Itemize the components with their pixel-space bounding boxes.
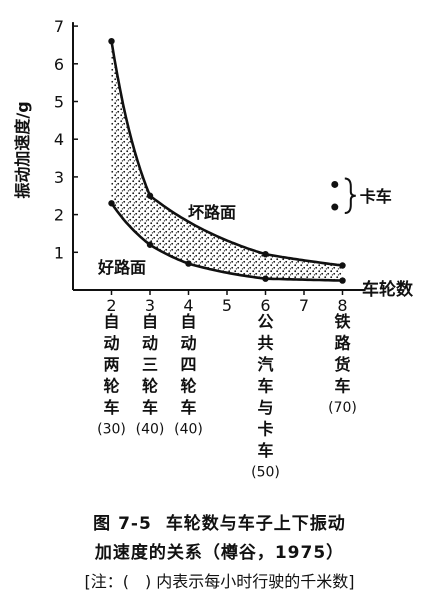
truck-label: 卡车 (360, 187, 392, 206)
series-label-good-road: 好路面 (97, 258, 146, 277)
data-point-good-road (185, 260, 192, 267)
x-axis-title: 车轮数 (362, 279, 414, 300)
vehicle-label-char: 卡 (257, 420, 273, 439)
x-tick-label: 3 (145, 296, 155, 315)
data-point-good-road (262, 275, 269, 282)
vehicle-label-char: 路 (334, 334, 351, 353)
vehicle-label-char: 自 (103, 312, 119, 331)
vehicle-label-char: 动 (103, 334, 119, 353)
data-point-good-road (108, 200, 115, 207)
data-point-bad-road (262, 250, 269, 258)
vehicle-label-char: 轮 (180, 377, 196, 396)
vehicle-label-char: 轮 (103, 377, 119, 396)
data-point-bad-road (108, 37, 115, 45)
vehicle-label-char: 与 (257, 398, 273, 417)
vehicle-speed-label: (70) (328, 400, 357, 416)
vehicle-label-char: 动 (142, 334, 158, 353)
caption-note: [注：( ) 内表示每小时行驶的千米数] (84, 572, 355, 591)
vehicle-label-char: 公 (257, 312, 273, 331)
vehicle-label-char: 共 (257, 334, 273, 353)
x-tick-label: 7 (299, 296, 309, 315)
vehicle-label-char: 轮 (142, 377, 158, 396)
y-axis-title: 振动加速度/g (13, 101, 32, 198)
vehicle-label-char: 汽 (257, 355, 273, 374)
vehicle-label-char: 四 (180, 355, 196, 374)
x-tick-label: 5 (222, 296, 232, 315)
x-tick-label: 8 (337, 296, 347, 315)
vehicle-label-char: 三 (142, 355, 158, 374)
x-tick-label: 6 (260, 296, 270, 315)
vehicle-label-char: 铁 (334, 312, 350, 331)
vehicle-label-char: 车 (180, 398, 196, 417)
vehicle-label-char: 车 (334, 377, 350, 396)
shaded-band (111, 41, 343, 281)
y-tick-label: 7 (54, 17, 64, 36)
data-point-bad-road (339, 262, 346, 269)
truck-point (331, 203, 339, 211)
y-tick-label: 5 (54, 93, 64, 112)
vehicle-label-char: 货 (334, 355, 350, 374)
caption-title-text: 车轮数与车子上下振动 (165, 514, 346, 534)
truck-point (331, 180, 339, 188)
data-point-good-road (146, 241, 154, 248)
y-tick-label: 2 (54, 206, 64, 225)
series-label-bad-road: 坏路面 (188, 203, 236, 222)
vehicle-label-char: 自 (142, 312, 158, 331)
data-point-good-road (339, 277, 346, 284)
vehicle-speed-label: (50) (251, 465, 280, 481)
vehicle-label-char: 车 (103, 398, 119, 417)
y-tick-label: 3 (54, 168, 64, 187)
vehicle-speed-label: (40) (174, 422, 203, 438)
figure-number: 图 7-5 (93, 514, 152, 534)
vehicle-label-char: 两 (103, 355, 119, 374)
y-tick-label: 4 (54, 130, 64, 149)
vehicle-label-char: 车 (142, 398, 158, 417)
vehicle-speed-label: (30) (97, 422, 126, 438)
caption-subtitle: 加速度的关系（樽谷，1975） (94, 543, 345, 563)
x-tick-label: 4 (183, 296, 193, 315)
vehicle-label-char: 车 (257, 377, 273, 396)
x-tick-label: 2 (106, 296, 116, 315)
truck-brace (344, 177, 356, 215)
data-point-bad-road (146, 192, 154, 199)
vehicle-label-char: 动 (180, 334, 196, 353)
vehicle-speed-label: (40) (136, 422, 165, 438)
y-tick-label: 1 (54, 243, 64, 262)
vehicle-label-char: 自 (180, 312, 196, 331)
y-tick-label: 6 (54, 55, 64, 74)
caption-title: 图 7-5 车轮数与车子上下振动 (0, 509, 439, 534)
vehicle-label-char: 车 (257, 441, 273, 460)
